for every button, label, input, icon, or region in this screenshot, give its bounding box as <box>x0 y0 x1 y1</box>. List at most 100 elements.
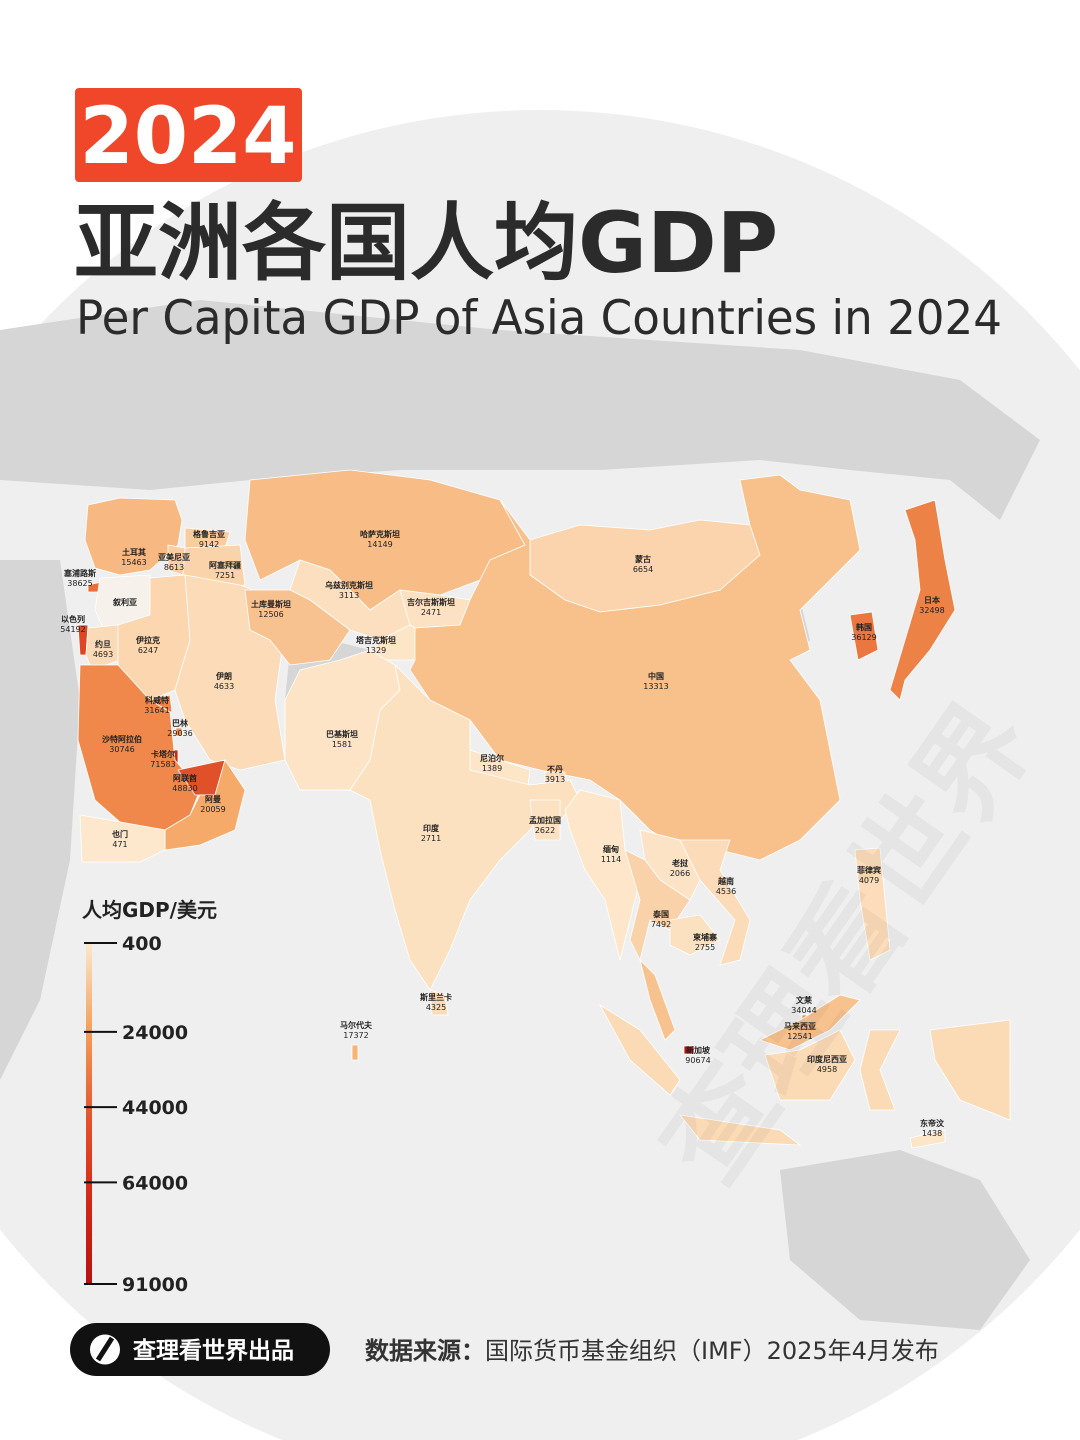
country-name: 马来西亚 <box>784 1021 816 1031</box>
country-name: 中国 <box>648 671 664 681</box>
country-value: 34044 <box>791 1006 816 1015</box>
countries <box>77 469 1011 1149</box>
country-name: 土耳其 <box>122 547 146 557</box>
country-value: 13313 <box>643 682 668 691</box>
title: 亚洲各国人均GDP <box>74 194 778 292</box>
country-value: 6247 <box>138 646 158 655</box>
country <box>349 663 581 991</box>
country-value: 8613 <box>164 563 184 572</box>
country-name: 阿曼 <box>205 794 221 804</box>
country-name: 乌兹别克斯坦 <box>325 580 373 590</box>
country-name: 科威特 <box>145 695 169 705</box>
country <box>854 847 891 961</box>
brand-pill <box>70 1323 330 1376</box>
country-name: 伊朗 <box>215 671 232 681</box>
country-name: 约旦 <box>95 639 111 649</box>
country-value: 4693 <box>93 650 113 659</box>
country-name: 吉尔吉斯斯坦 <box>407 597 455 607</box>
country-name: 蒙古 <box>635 554 651 564</box>
country-name: 孟加拉国 <box>529 815 561 825</box>
country <box>351 1044 359 1061</box>
country <box>529 799 561 841</box>
country-value: 20059 <box>200 805 225 814</box>
subtitle: Per Capita GDP of Asia Countries in 2024 <box>76 291 1002 346</box>
country <box>598 1003 1011 1146</box>
country-value: 2622 <box>535 826 555 835</box>
country-name: 阿联酋 <box>173 773 197 783</box>
country <box>909 1129 946 1149</box>
country-value: 32498 <box>919 606 944 615</box>
country-name: 柬埔寨 <box>692 932 717 942</box>
legend-bar <box>86 943 92 1284</box>
country-value: 3113 <box>339 591 359 600</box>
country-value: 2755 <box>695 943 715 952</box>
source: 数据来源：国际货币基金组织（IMF）2025年4月发布 <box>365 1337 939 1365</box>
country-name: 不丹 <box>547 765 563 774</box>
country-name: 老挝 <box>671 858 689 868</box>
legend-tick-label: 44000 <box>122 1097 188 1119</box>
country-name: 尼泊尔 <box>480 753 504 763</box>
legend-ticks: 400 24000 44000 64000 91000 <box>84 933 188 1296</box>
country-value: 7251 <box>215 571 235 580</box>
country-value: 29036 <box>167 729 192 738</box>
country-value: 1329 <box>366 646 386 655</box>
country-name: 文莱 <box>796 995 812 1005</box>
country <box>84 497 183 576</box>
country-name: 以色列 <box>61 614 85 624</box>
country <box>244 469 526 611</box>
country <box>175 727 183 737</box>
country-value: 4633 <box>214 682 234 691</box>
land-south <box>780 1150 1030 1330</box>
country-name: 巴林 <box>172 718 188 728</box>
country <box>79 814 166 863</box>
country-value: 4079 <box>859 876 879 885</box>
country-name: 新加坡 <box>686 1045 711 1055</box>
legend-tick-label: 64000 <box>122 1172 188 1194</box>
country-name: 印度 <box>423 823 440 833</box>
country-value: 15463 <box>121 558 146 567</box>
land-north <box>0 300 1040 520</box>
country-name: 泰国 <box>652 909 669 919</box>
badge-bg <box>75 88 302 182</box>
country <box>683 1045 695 1055</box>
brand-icon-slash <box>95 1336 115 1362</box>
country-name: 日本 <box>924 595 940 605</box>
country-name: 伊拉克 <box>135 635 160 645</box>
country-value: 9142 <box>199 540 219 549</box>
country-name: 塞浦路斯 <box>63 568 96 578</box>
country-name: 东帝汶 <box>920 1118 945 1128</box>
country-value: 12541 <box>787 1032 812 1041</box>
country-value: 48830 <box>172 784 197 793</box>
country-name: 哈萨克斯坦 <box>360 529 400 539</box>
country-value: 1438 <box>922 1129 942 1138</box>
country <box>639 958 861 1051</box>
country-name: 叙利亚 <box>113 597 137 607</box>
country-name: 菲律宾 <box>857 865 881 875</box>
country-value: 12506 <box>258 610 283 619</box>
country <box>564 789 641 961</box>
country-value: 14149 <box>367 540 392 549</box>
country-value: 54192 <box>60 625 85 634</box>
country-value: 1581 <box>332 740 352 749</box>
country-value: 2711 <box>421 834 441 843</box>
badge: 2024 <box>79 92 296 182</box>
country-value: 1389 <box>482 764 502 773</box>
legend-tick-label: 91000 <box>122 1274 188 1296</box>
country-value: 4536 <box>716 887 736 896</box>
country <box>889 499 956 701</box>
country-name: 沙特阿拉伯 <box>102 734 142 744</box>
country-name: 斯里兰卡 <box>420 992 452 1002</box>
country-value: 36129 <box>851 633 876 642</box>
country-value: 2066 <box>670 869 690 878</box>
country-name: 马尔代夫 <box>340 1020 373 1030</box>
brand: 查理看世界出品 <box>133 1338 294 1364</box>
source-label: 数据来源： <box>365 1337 485 1365</box>
country-value: 17372 <box>343 1031 368 1040</box>
country-value: 3913 <box>545 775 565 784</box>
country-name: 阿塞拜疆 <box>209 560 241 570</box>
country-value: 2471 <box>421 608 441 617</box>
country <box>624 849 691 962</box>
globe <box>0 110 1080 1440</box>
